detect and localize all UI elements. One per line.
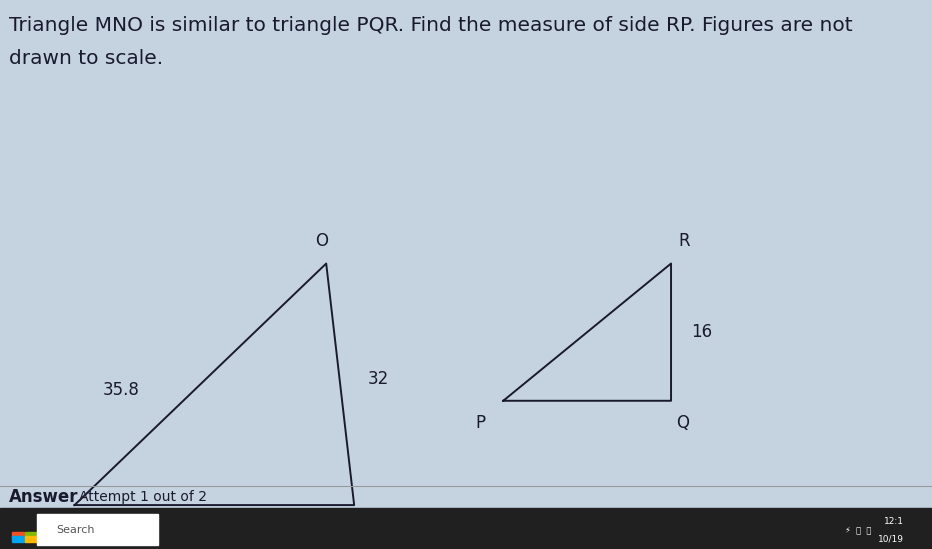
Text: 32: 32 (368, 370, 390, 388)
Text: N: N (357, 519, 370, 537)
Text: ⚡  🔊  📶: ⚡ 🔊 📶 (845, 525, 871, 534)
Text: 16: 16 (692, 323, 713, 341)
Text: Search: Search (56, 525, 94, 535)
Bar (37, 514, 158, 545)
Text: Attempt 1 out of 2: Attempt 1 out of 2 (79, 490, 207, 504)
Bar (12, 536, 24, 542)
Text: O: O (315, 232, 328, 250)
Bar (0, 508, 932, 549)
Text: P: P (475, 414, 485, 433)
Text: drawn to scale.: drawn to scale. (9, 49, 163, 69)
Bar (25, 536, 37, 542)
Text: Q: Q (676, 414, 689, 433)
Text: 12:1: 12:1 (884, 517, 904, 526)
Text: 35.8: 35.8 (103, 381, 140, 399)
Bar (25, 532, 37, 539)
Bar (12, 532, 24, 539)
Text: M: M (44, 519, 59, 537)
Text: Triangle MNO is similar to triangle PQR. Find the measure of side RP. Figures ar: Triangle MNO is similar to triangle PQR.… (9, 16, 853, 36)
Text: 10/19: 10/19 (878, 535, 904, 544)
Text: Answer: Answer (9, 488, 79, 506)
Text: R: R (678, 232, 690, 250)
